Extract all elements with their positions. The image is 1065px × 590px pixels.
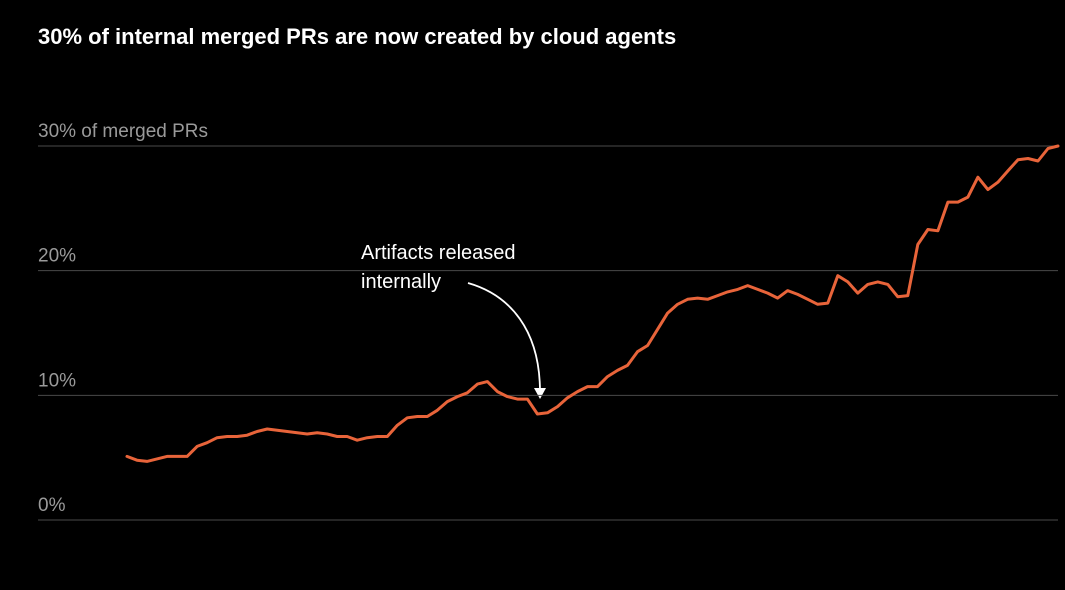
chart-title: 30% of internal merged PRs are now creat… (38, 24, 676, 49)
y-tick-label: 10% (38, 370, 76, 391)
data-line (125, 144, 1060, 463)
annotation-arrowhead (534, 388, 546, 399)
y-tick-label: 30% of merged PRs (38, 121, 208, 142)
y-tick-label: 20% (38, 246, 76, 267)
annotation-arrow (467, 282, 541, 393)
y-tick-label: 0% (38, 495, 66, 516)
annotation: internally (361, 271, 441, 293)
annotation: Artifacts released (361, 242, 516, 264)
